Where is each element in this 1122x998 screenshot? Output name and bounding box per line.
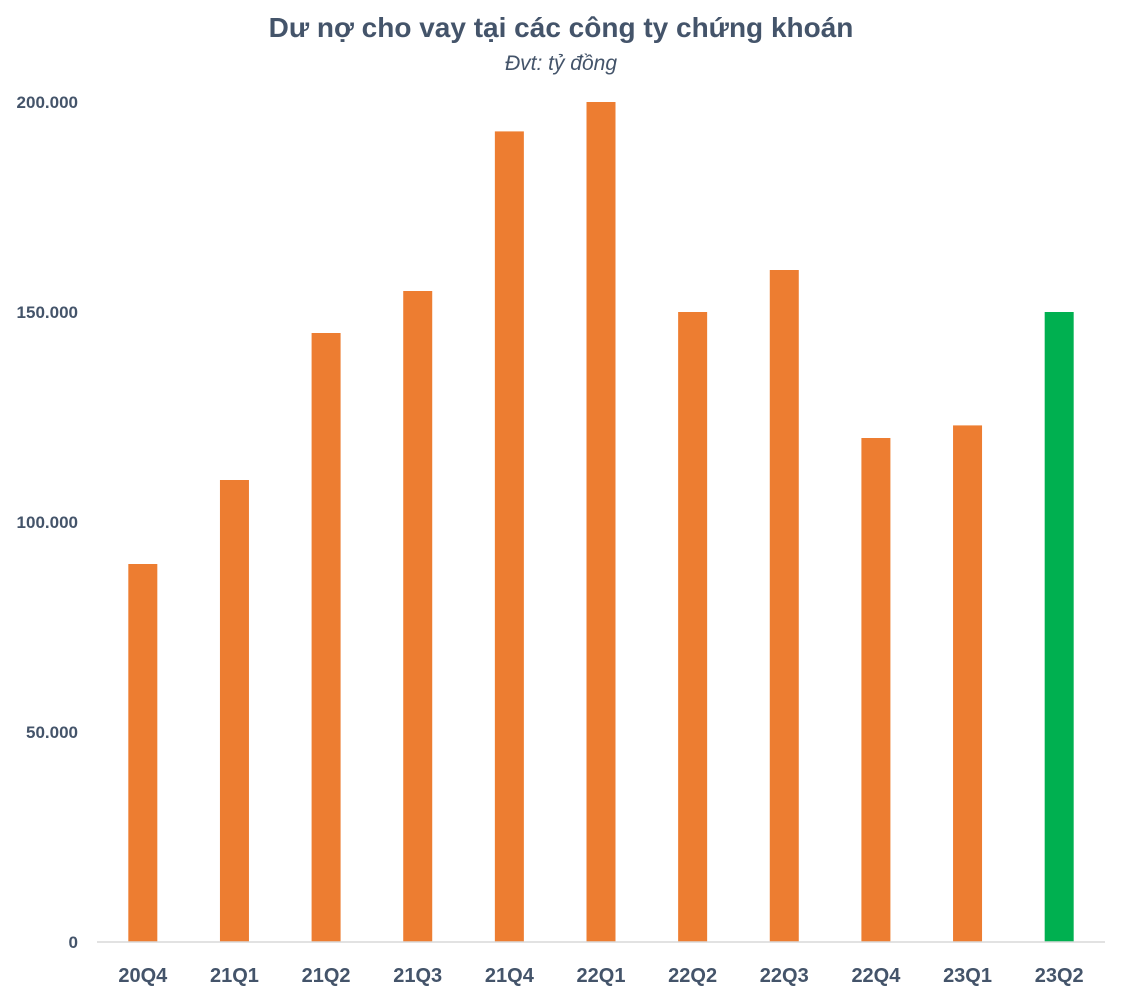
x-category-label: 21Q3: [393, 965, 442, 987]
bar-21q4: [494, 131, 524, 942]
bar-22q1: [586, 102, 616, 942]
y-tick-label: 200.000: [17, 93, 78, 112]
x-category-label: 22Q4: [851, 965, 901, 987]
bar-21q3: [403, 291, 433, 942]
x-category-label: 21Q1: [210, 965, 259, 987]
bar-23q2: [1044, 312, 1074, 942]
bar-23q1: [953, 425, 983, 942]
bar-21q2: [311, 333, 341, 942]
bar-22q2: [678, 312, 708, 942]
y-tick-label: 100.000: [17, 513, 78, 532]
bar-21q1: [219, 480, 249, 942]
y-tick-label: 50.000: [26, 723, 78, 742]
x-category-label: 22Q3: [760, 965, 809, 987]
x-category-label: 21Q2: [302, 965, 351, 987]
x-category-label: 22Q2: [668, 965, 717, 987]
x-axis-labels: 20Q4 21Q1 21Q2 21Q3 21Q4 22Q1 22Q2 22Q3 22Q4 23Q1…: [118, 965, 1083, 987]
y-axis-ticks: 0 50.000 100.000 150.000 200.000: [17, 93, 78, 952]
bar-22q3: [769, 270, 799, 942]
chart-title: Dư nợ cho vay tại các công ty chứng khoá…: [268, 12, 854, 43]
x-category-label: 21Q4: [485, 965, 535, 987]
bars-group: [128, 102, 1074, 942]
x-category-label: 23Q2: [1035, 965, 1084, 987]
bar-20q4: [128, 564, 158, 942]
x-category-label: 20Q4: [118, 965, 168, 987]
y-tick-label: 150.000: [17, 303, 78, 322]
bar-22q4: [861, 438, 891, 942]
y-tick-label: 0: [69, 933, 78, 952]
x-category-label: 23Q1: [943, 965, 992, 987]
chart-subtitle: Đvt: tỷ đồng: [504, 52, 618, 75]
x-category-label: 22Q1: [577, 965, 626, 987]
